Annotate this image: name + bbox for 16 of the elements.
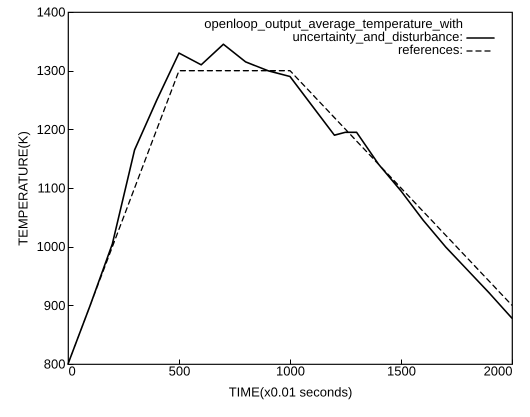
x-tick-label: 500 [168, 364, 190, 378]
x-tick-label: 1000 [276, 364, 305, 378]
x-axis-title: TIME(x0.01 seconds) [228, 384, 352, 400]
y-tick-label: 1100 [38, 180, 66, 196]
x-tick-label: 0 [68, 364, 76, 378]
y-tick-label: 1200 [36, 122, 66, 137]
y-tick-label: 900 [44, 298, 66, 313]
x-tick-label: 1500 [387, 364, 416, 378]
y-tick-label: 1300 [36, 63, 66, 78]
y-tick-label: 800 [44, 356, 66, 372]
x-tick-label: 2000 [484, 364, 512, 378]
y-tick-label: 1400 [36, 4, 66, 20]
legend-label: references: [398, 42, 463, 57]
y-tick-label: 1000 [36, 239, 66, 254]
y-axis-title: TEMPERATURE(K) [16, 131, 31, 246]
legend-label: openloop_output_average_temperature_with uncertainty_and_disturbance: [204, 16, 463, 44]
